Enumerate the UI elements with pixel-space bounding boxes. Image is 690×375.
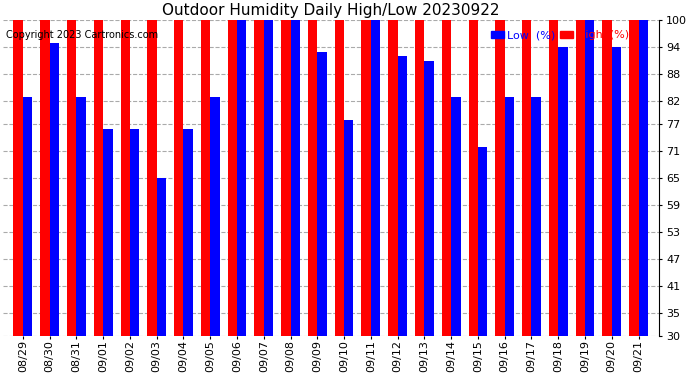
Bar (397, 56, 407, 336)
Bar (442, 0, 451, 336)
Bar (549, 0, 558, 336)
Bar (469, 0, 478, 336)
Bar (504, 97, 514, 336)
Bar (94, 0, 104, 336)
Bar (308, 0, 317, 336)
Bar (255, 0, 264, 336)
Legend: Low  (%), High  (%): Low (%), High (%) (486, 26, 633, 45)
Bar (629, 0, 638, 336)
Bar (575, 0, 585, 336)
Bar (50, 43, 59, 336)
Bar (558, 47, 568, 336)
Bar (148, 11, 157, 336)
Bar (23, 97, 32, 336)
Bar (451, 97, 460, 336)
Bar (281, 0, 290, 336)
Bar (424, 61, 434, 336)
Bar (388, 0, 397, 336)
Bar (531, 97, 541, 336)
Bar (174, 0, 184, 336)
Bar (415, 0, 424, 336)
Bar (371, 0, 380, 336)
Bar (522, 0, 531, 336)
Bar (14, 0, 23, 336)
Bar (130, 129, 139, 336)
Bar (121, 0, 130, 336)
Bar (344, 120, 353, 336)
Bar (612, 47, 621, 336)
Bar (602, 0, 612, 336)
Bar (638, 0, 648, 336)
Bar (77, 97, 86, 336)
Bar (495, 0, 504, 336)
Bar (478, 147, 487, 336)
Title: Outdoor Humidity Daily High/Low 20230922: Outdoor Humidity Daily High/Low 20230922 (162, 3, 500, 18)
Bar (264, 0, 273, 336)
Bar (157, 178, 166, 336)
Bar (104, 129, 112, 336)
Bar (335, 0, 344, 336)
Bar (67, 0, 77, 336)
Bar (40, 0, 50, 336)
Bar (210, 97, 219, 336)
Bar (290, 0, 300, 336)
Bar (362, 0, 371, 336)
Bar (201, 0, 210, 336)
Bar (317, 52, 326, 336)
Bar (585, 0, 594, 336)
Text: Copyright 2023 Cartronics.com: Copyright 2023 Cartronics.com (6, 30, 158, 40)
Bar (237, 0, 246, 336)
Bar (184, 129, 193, 336)
Bar (228, 0, 237, 336)
